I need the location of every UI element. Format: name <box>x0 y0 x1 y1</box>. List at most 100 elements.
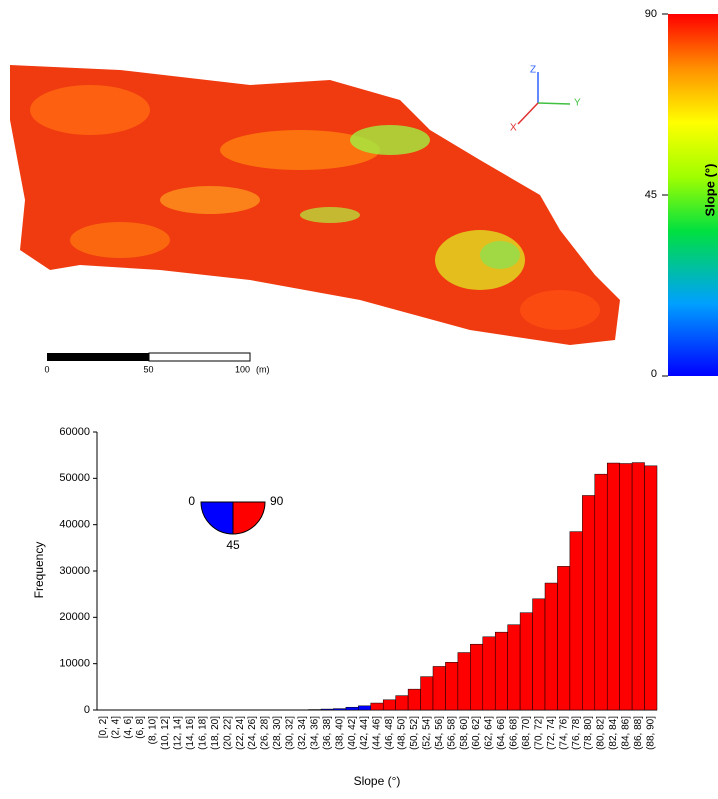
x-tick-label: (70, 72] <box>533 716 544 750</box>
x-tick-label: (52, 54] <box>421 716 432 750</box>
x-tick-label: (48, 50] <box>397 716 408 750</box>
y-tick-label: 30000 <box>59 565 90 577</box>
x-tick-label: (30, 32] <box>285 716 296 750</box>
bar <box>533 599 545 710</box>
x-tick-label: (60, 62] <box>471 716 482 750</box>
x-tick-label: (84, 86] <box>621 716 632 750</box>
bar <box>346 707 358 710</box>
x-tick-label: (40, 42] <box>347 716 358 750</box>
bar <box>445 662 457 710</box>
bar <box>383 700 395 710</box>
x-tick-label: (80, 82] <box>596 716 607 750</box>
y-axis <box>538 103 570 104</box>
y-tick-label: 40000 <box>59 519 90 531</box>
x-tick-label: (28, 30] <box>272 716 283 750</box>
bar <box>508 625 520 710</box>
x-tick-label: (38, 40] <box>334 716 345 750</box>
x-tick-label: (4, 6] <box>123 716 134 739</box>
x-tick-label: (78, 80] <box>583 716 594 750</box>
colorbar-tick-label: 45 <box>645 189 657 201</box>
bar <box>321 709 333 710</box>
bar <box>408 689 420 710</box>
y-tick-label: 60000 <box>59 426 90 438</box>
scale-segment <box>47 353 149 361</box>
x-tick-label: (32, 34] <box>297 716 308 750</box>
bar <box>595 474 607 710</box>
bar <box>607 463 619 710</box>
x-tick-label: (46, 48] <box>384 716 395 750</box>
x-axis <box>518 103 538 124</box>
bar <box>421 677 433 710</box>
scale-tick-label: 100 <box>235 364 250 374</box>
y-tick-label: 50000 <box>59 472 90 484</box>
scale-tick-label: 50 <box>143 364 153 374</box>
bar <box>557 566 569 710</box>
scale-tick-label: 0 <box>44 364 49 374</box>
bar <box>470 644 482 710</box>
x-tick-label: (74, 76] <box>558 716 569 750</box>
bar <box>620 464 632 710</box>
bar <box>396 696 408 710</box>
x-tick-label: (88, 90] <box>645 716 656 750</box>
x-tick-label: (42, 44] <box>359 716 370 750</box>
x-tick-label: (72, 74] <box>546 716 557 750</box>
x-tick-label: (6, 8] <box>135 716 146 739</box>
scale-unit: (m) <box>256 364 270 374</box>
x-tick-label: (50, 52] <box>409 716 420 750</box>
x-tick-label: (34, 36] <box>309 716 320 750</box>
x-tick-label: (8, 10] <box>148 716 159 745</box>
bar <box>645 466 657 710</box>
scale-segment <box>149 353 250 361</box>
inset-label: 0 <box>188 494 195 508</box>
x-tick-label: (24, 26] <box>247 716 258 750</box>
x-tick-label: (86, 88] <box>633 716 644 750</box>
x-tick-label: (54, 56] <box>434 716 445 750</box>
inset-red <box>233 502 265 534</box>
y-label: Y <box>574 98 581 109</box>
x-tick-label: [0, 2] <box>98 716 109 738</box>
inset-blue <box>201 502 233 534</box>
x-tick-label: (14, 16] <box>185 716 196 750</box>
x-tick-label: (2, 4] <box>110 716 121 739</box>
bar <box>371 703 383 710</box>
colorbar-tick-label: 90 <box>645 8 657 20</box>
bar <box>545 583 557 710</box>
x-tick-label: (10, 12] <box>160 716 171 750</box>
inset-label: 45 <box>226 538 240 552</box>
x-tick-label: (58, 60] <box>459 716 470 750</box>
x-tick-label: (62, 64] <box>484 716 495 750</box>
y-tick-label: 0 <box>84 704 90 716</box>
bar <box>570 532 582 710</box>
x-tick-label: (26, 28] <box>260 716 271 750</box>
x-tick-label: (12, 14] <box>173 716 184 750</box>
axes-icon: Z Y X <box>510 65 581 134</box>
x-tick-label: (44, 46] <box>372 716 383 750</box>
x-tick-label: (82, 84] <box>608 716 619 750</box>
x-tick-label: (22, 24] <box>235 716 246 750</box>
bar <box>582 495 594 710</box>
bar <box>458 653 470 710</box>
bar <box>483 637 495 710</box>
x-tick-label: (68, 70] <box>521 716 532 750</box>
bar <box>358 706 370 710</box>
z-label: Z <box>530 65 536 76</box>
bar <box>433 666 445 710</box>
x-tick-label: (18, 20] <box>210 716 221 750</box>
colorbar-tick-label: 0 <box>651 368 657 380</box>
bar <box>333 709 345 710</box>
y-tick-label: 20000 <box>59 611 90 623</box>
y-tick-label: 10000 <box>59 658 90 670</box>
x-tick-label: (16, 18] <box>197 716 208 750</box>
colorbar-label: Slope (°) <box>702 164 717 217</box>
bar <box>632 463 644 710</box>
x-tick-label: (64, 66] <box>496 716 507 750</box>
x-tick-label: (20, 22] <box>222 716 233 750</box>
x-axis-title: Slope (°) <box>354 774 401 788</box>
x-tick-label: (36, 38] <box>322 716 333 750</box>
inset-label: 90 <box>270 494 284 508</box>
y-axis-title: Frequency <box>32 542 46 599</box>
x-label: X <box>510 123 517 134</box>
bar <box>520 613 532 710</box>
x-tick-label: (76, 78] <box>571 716 582 750</box>
